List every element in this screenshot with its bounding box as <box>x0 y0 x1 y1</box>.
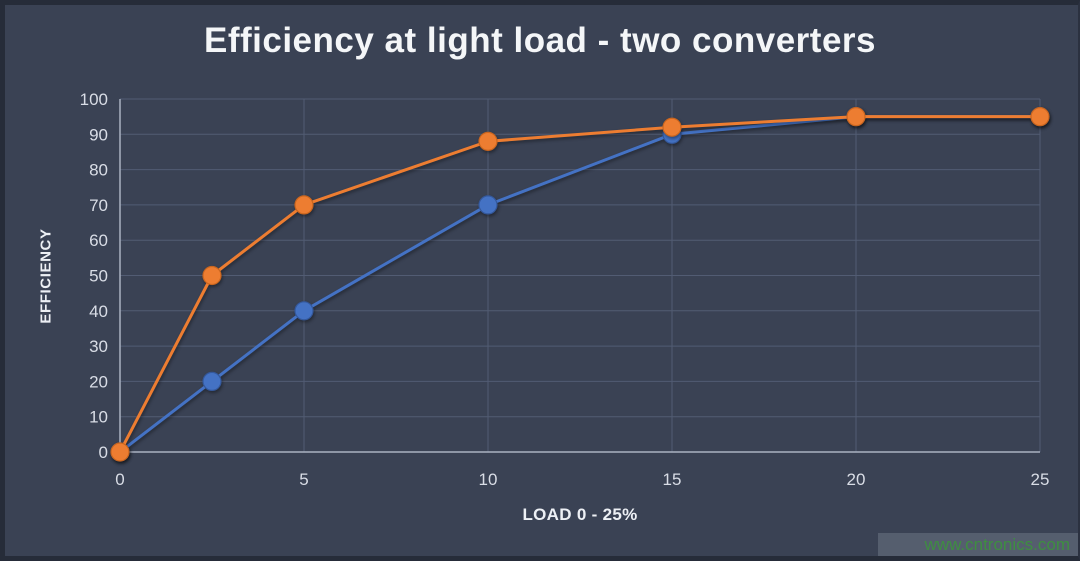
marker-orange <box>478 131 498 151</box>
y-tick-label: 40 <box>89 302 108 321</box>
x-tick-label: 20 <box>847 470 866 489</box>
marker-blue <box>202 371 222 391</box>
x-tick-label: 0 <box>115 470 124 489</box>
marker-blue <box>294 301 314 321</box>
marker-orange <box>294 195 314 215</box>
marker-orange <box>1030 107 1050 127</box>
y-tick-label: 50 <box>89 267 108 286</box>
marker-orange <box>110 442 130 462</box>
marker-orange <box>846 107 866 127</box>
chart-title: Efficiency at light load - two converter… <box>203 21 877 60</box>
y-tick-label: 70 <box>89 196 108 215</box>
series-blue <box>110 107 1050 462</box>
watermark-band: www.cntronics.com <box>878 533 1080 556</box>
y-tick-label: 100 <box>80 90 108 109</box>
x-tick-label: 25 <box>1031 470 1050 489</box>
x-tick-label: 5 <box>299 470 308 489</box>
x-axis-title: LOAD 0 - 25% <box>522 505 638 524</box>
marker-blue <box>478 195 498 215</box>
y-tick-label: 90 <box>89 125 108 144</box>
y-tick-label: 80 <box>89 161 108 180</box>
y-tick-label: 60 <box>89 231 108 250</box>
x-tick-label: 15 <box>663 470 682 489</box>
y-tick-label: 10 <box>89 408 108 427</box>
y-tick-label: 30 <box>89 337 108 356</box>
marker-orange <box>662 117 682 137</box>
marker-orange <box>202 265 222 286</box>
y-axis-title: EFFICIENCY <box>37 228 55 324</box>
series-line-blue <box>119 115 1040 454</box>
series-orange <box>110 107 1050 462</box>
x-tick-label: 10 <box>479 470 498 489</box>
series-line-orange <box>118 115 1040 453</box>
watermark-text: www.cntronics.com <box>924 534 1070 554</box>
y-tick-label: 0 <box>99 443 108 462</box>
y-tick-label: 20 <box>89 372 108 391</box>
